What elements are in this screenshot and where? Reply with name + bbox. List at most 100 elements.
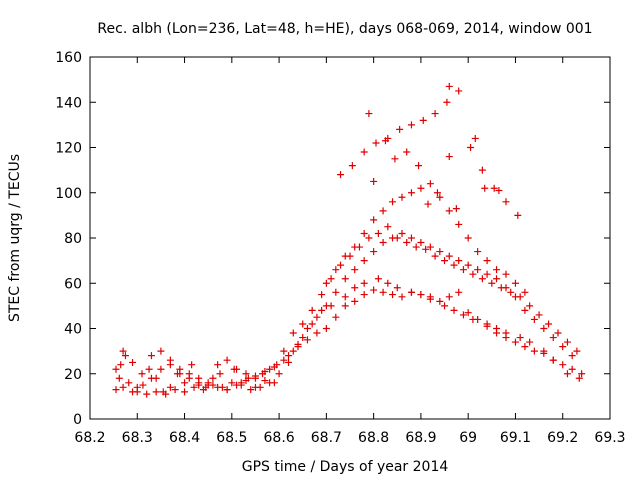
data-point: [445, 82, 453, 90]
data-point: [242, 377, 250, 385]
data-point: [422, 245, 430, 253]
data-point: [261, 367, 269, 375]
data-point: [530, 315, 538, 323]
data-point: [578, 370, 586, 378]
data-point: [445, 207, 453, 215]
data-point: [431, 110, 439, 118]
data-point: [360, 257, 368, 265]
data-point: [251, 372, 259, 380]
data-point: [285, 352, 293, 360]
data-point: [157, 365, 165, 373]
x-tick-label: 68.8: [358, 430, 389, 446]
data-point: [502, 284, 510, 292]
y-tick-label: 40: [64, 322, 82, 338]
y-tick-label: 60: [64, 276, 82, 292]
data-point: [535, 311, 543, 319]
data-point: [360, 148, 368, 156]
data-point: [139, 381, 147, 389]
y-tick-label: 20: [64, 367, 82, 383]
data-point: [464, 309, 472, 317]
data-point: [247, 386, 255, 394]
data-point: [199, 386, 207, 394]
x-tick-label: 68.6: [264, 430, 295, 446]
data-point: [384, 223, 392, 231]
data-point: [351, 243, 359, 251]
data-point: [559, 343, 567, 351]
y-tick-label: 160: [55, 50, 82, 66]
data-point: [389, 291, 397, 299]
data-point: [270, 363, 278, 371]
data-point: [166, 361, 174, 369]
data-point: [233, 381, 241, 389]
y-tick-label: 140: [55, 95, 82, 111]
data-point: [502, 329, 510, 337]
data-point: [256, 383, 264, 391]
data-point: [540, 347, 548, 355]
data-point: [521, 343, 529, 351]
data-point: [389, 234, 397, 242]
data-point: [322, 302, 330, 310]
data-point: [332, 313, 340, 321]
data-point: [469, 270, 477, 278]
data-point: [181, 388, 189, 396]
data-point: [209, 374, 217, 382]
data-point: [266, 365, 274, 373]
x-axis-label: GPS time / Days of year 2014: [242, 459, 449, 475]
data-point: [112, 365, 120, 373]
data-point: [403, 148, 411, 156]
data-point: [554, 329, 562, 337]
data-point: [337, 171, 345, 179]
data-point: [563, 338, 571, 346]
data-point: [294, 340, 302, 348]
data-point: [112, 386, 120, 394]
data-point: [379, 207, 387, 215]
data-point: [270, 379, 278, 387]
data-point: [511, 279, 519, 287]
data-point: [121, 352, 129, 360]
data-point: [530, 347, 538, 355]
data-point: [327, 275, 335, 283]
data-point: [214, 383, 222, 391]
data-point: [223, 386, 231, 394]
data-point: [289, 329, 297, 337]
data-point: [214, 361, 222, 369]
data-point: [384, 279, 392, 287]
data-point: [337, 261, 345, 269]
data-point: [407, 288, 415, 296]
data-point: [299, 334, 307, 342]
data-point: [318, 291, 326, 299]
data-point: [459, 311, 467, 319]
data-point: [481, 184, 489, 192]
data-point: [398, 193, 406, 201]
data-point: [483, 320, 491, 328]
data-point: [299, 320, 307, 328]
axis-ticks: 68.2 68.3 68.4 68.5 68.6 68.7 68.8 68.9 69 69.1 69…: [55, 50, 625, 446]
data-point: [389, 198, 397, 206]
data-point: [332, 288, 340, 296]
data-point: [303, 325, 311, 332]
data-point: [431, 252, 439, 260]
data-point: [436, 248, 444, 256]
data-point: [575, 374, 583, 382]
data-point: [341, 275, 349, 283]
data-point: [563, 370, 571, 378]
x-tick-label: 69: [459, 430, 477, 446]
data-point: [313, 329, 321, 337]
data-point: [455, 288, 463, 296]
data-point: [360, 229, 368, 237]
data-point: [280, 356, 288, 364]
data-point: [313, 313, 321, 321]
data-point: [441, 302, 449, 310]
data-point: [407, 189, 415, 197]
data-point: [216, 370, 224, 378]
data-point: [391, 155, 399, 163]
data-point: [493, 275, 501, 283]
data-point: [166, 383, 174, 391]
data-point: [488, 279, 496, 287]
data-point: [455, 87, 463, 95]
data-point: [261, 377, 269, 385]
data-point: [407, 121, 415, 129]
data-point: [549, 356, 557, 364]
x-tick-label: 68.5: [216, 430, 247, 446]
data-point: [308, 320, 316, 328]
